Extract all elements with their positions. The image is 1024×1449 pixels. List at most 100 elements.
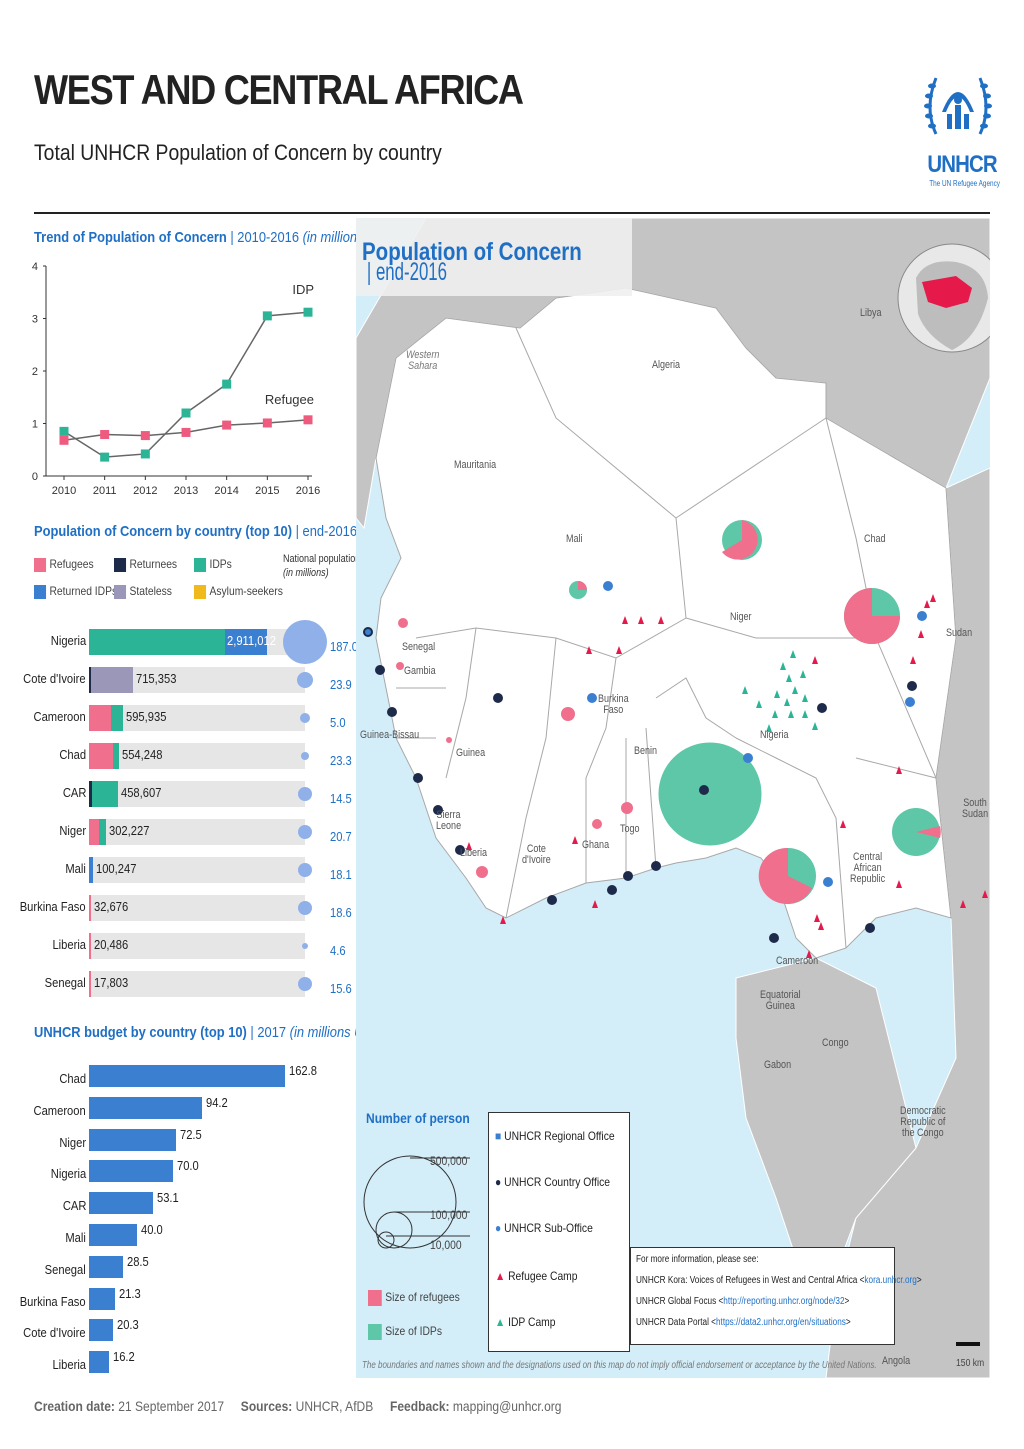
point-idp bbox=[262, 311, 272, 321]
country-label: Burkina Faso bbox=[20, 899, 86, 914]
symbol-refugee-camp: ▲ Refugee Camp bbox=[495, 1269, 578, 1283]
label-congo: Congo bbox=[822, 1037, 849, 1049]
national-population-value: 18.6 bbox=[330, 905, 352, 920]
label-ghana: Ghana bbox=[582, 839, 610, 851]
bar-track bbox=[89, 629, 305, 655]
size-legend-circles bbox=[363, 1155, 470, 1249]
bar-track bbox=[89, 667, 305, 693]
national-population-value: 15.6 bbox=[330, 981, 352, 996]
top10-row: CAR 458,607 14.5 bbox=[0, 779, 360, 807]
budget-value: 53.1 bbox=[156, 1190, 179, 1206]
bar-track bbox=[89, 857, 305, 883]
legend-idps: IDPs bbox=[194, 557, 232, 572]
bar-segment bbox=[99, 819, 106, 845]
symbol-country-office: ● UNHCR Country Office bbox=[495, 1175, 611, 1189]
chad-pie bbox=[844, 588, 900, 644]
size-label-10k: 10,000 bbox=[430, 1238, 462, 1252]
national-population-value: 5.0 bbox=[330, 715, 346, 730]
bar-track bbox=[89, 819, 305, 845]
top10-row: Burkina Faso 32,676 18.6 bbox=[0, 893, 360, 921]
budget-value: 162.8 bbox=[289, 1063, 317, 1078]
size-label-100k: 100,000 bbox=[430, 1208, 468, 1222]
country-label: Liberia bbox=[52, 937, 86, 952]
top10-row: Mali 100,247 18.1 bbox=[0, 855, 360, 883]
point-idp bbox=[140, 449, 150, 459]
bar-track bbox=[89, 933, 305, 959]
label-western-sahara: Western Sahara bbox=[406, 349, 440, 372]
national-population-value: 23.3 bbox=[330, 753, 352, 768]
budget-row: Cote d'Ivoire 20.3 bbox=[0, 1317, 360, 1343]
scale-bar bbox=[956, 1342, 980, 1346]
label-south-sudan: South Sudan bbox=[962, 797, 989, 820]
x-tick-label: 2016 bbox=[296, 485, 320, 497]
idp-camp-icon: ▲ bbox=[495, 1315, 506, 1329]
symbol-idp-camp: ▲ IDP Camp bbox=[495, 1315, 556, 1329]
x-tick-label: 2010 bbox=[52, 485, 76, 497]
label-cote-divoire: Cote d'Ivoire bbox=[522, 843, 551, 866]
symbol-regional-office: ■ UNHCR Regional Office bbox=[495, 1129, 615, 1143]
label-guinea: Guinea bbox=[456, 747, 486, 759]
series-label-idp: IDP bbox=[292, 282, 314, 297]
feedback-email[interactable]: mapping@unhcr.org bbox=[449, 1398, 562, 1414]
country-label: Senegal bbox=[44, 975, 86, 990]
y-tick-label: 1 bbox=[32, 419, 38, 431]
budget-country-label: Senegal bbox=[44, 1261, 86, 1277]
population-map[interactable]: Population of Concern | end-2016 Libya A… bbox=[356, 218, 990, 1378]
budget-value: 70.0 bbox=[177, 1158, 200, 1174]
point-idp bbox=[222, 379, 232, 389]
point-refugee bbox=[222, 420, 232, 430]
global-focus-link[interactable]: http://reporting.unhcr.org/node/32 bbox=[723, 1296, 845, 1307]
budget-value: 40.0 bbox=[141, 1222, 163, 1237]
footer: Creation date: 21 September 2017 Sources… bbox=[34, 1398, 562, 1414]
national-population-circle bbox=[283, 620, 327, 664]
budget-row: Nigeria 70.0 bbox=[0, 1158, 360, 1184]
budget-row: Niger 72.5 bbox=[0, 1127, 360, 1153]
map-title: Population of Concern | end-2016 bbox=[356, 218, 632, 296]
page-subtitle: Total UNHCR Population of Concern by cou… bbox=[34, 140, 442, 165]
sub-office-icon: ● bbox=[495, 1221, 502, 1235]
budget-bar bbox=[89, 1160, 174, 1183]
label-sierra-leone: Sierra Leone bbox=[436, 809, 462, 832]
national-population-circle bbox=[298, 863, 312, 877]
label-nigeria: Nigeria bbox=[760, 729, 789, 741]
country-label: CAR bbox=[62, 785, 86, 800]
page-title: WEST AND CENTRAL AFRICA bbox=[34, 66, 524, 113]
top10-row: Cameroon 595,935 5.0 bbox=[0, 703, 360, 731]
data-portal-link[interactable]: https://data2.unhcr.org/en/situations bbox=[715, 1317, 846, 1328]
bar-segment bbox=[89, 705, 111, 731]
label-mali: Mali bbox=[566, 533, 583, 545]
size-refugees-legend: Size of refugees bbox=[368, 1290, 460, 1306]
label-burkina-faso: Burkina Faso bbox=[598, 693, 629, 716]
bar-segment bbox=[92, 781, 118, 807]
population-value: 715,353 bbox=[136, 671, 177, 686]
budget-row: Cameroon 94.2 bbox=[0, 1095, 360, 1121]
population-value: 17,803 bbox=[94, 975, 129, 990]
budget-value: 28.5 bbox=[127, 1253, 150, 1269]
trend-title: Trend of Population of Concern | 2010-20… bbox=[34, 229, 368, 246]
header-rule bbox=[34, 212, 990, 214]
info-global-focus: UNHCR Global Focus <http://reporting.unh… bbox=[636, 1296, 850, 1307]
budget-row: Liberia 16.2 bbox=[0, 1349, 360, 1375]
national-population-circle bbox=[300, 713, 310, 723]
bar-track bbox=[89, 971, 305, 997]
budget-value: 94.2 bbox=[206, 1094, 229, 1110]
population-value: 32,676 bbox=[94, 899, 129, 914]
top10-row: Nigeria 2,911,012 187.0 bbox=[0, 620, 360, 664]
legend-stateless: Stateless bbox=[114, 584, 172, 599]
country-label: Nigeria bbox=[50, 633, 86, 648]
unhcr-logo: UNHCR The UN Refugee Agency bbox=[922, 64, 1000, 199]
label-equatorial-guinea: Equatorial Guinea bbox=[760, 989, 801, 1012]
national-population-circle bbox=[302, 943, 308, 949]
national-population-circle bbox=[298, 977, 312, 991]
budget-row: Chad 162.8 bbox=[0, 1063, 360, 1089]
symbol-legend: ■ UNHCR Regional Office ● UNHCR Country … bbox=[488, 1112, 630, 1352]
y-tick-label: 3 bbox=[32, 314, 38, 326]
refugee-camp-icon: ▲ bbox=[495, 1269, 506, 1283]
national-population-value: 20.7 bbox=[330, 829, 352, 844]
regional-office-icon: ■ bbox=[495, 1129, 502, 1143]
bar-segment bbox=[89, 971, 91, 997]
budget-row: CAR 53.1 bbox=[0, 1190, 360, 1216]
label-gabon: Gabon bbox=[764, 1059, 792, 1071]
kora-link[interactable]: kora.unhcr.org bbox=[864, 1275, 917, 1286]
country-label: Cote d'Ivoire bbox=[23, 671, 86, 686]
